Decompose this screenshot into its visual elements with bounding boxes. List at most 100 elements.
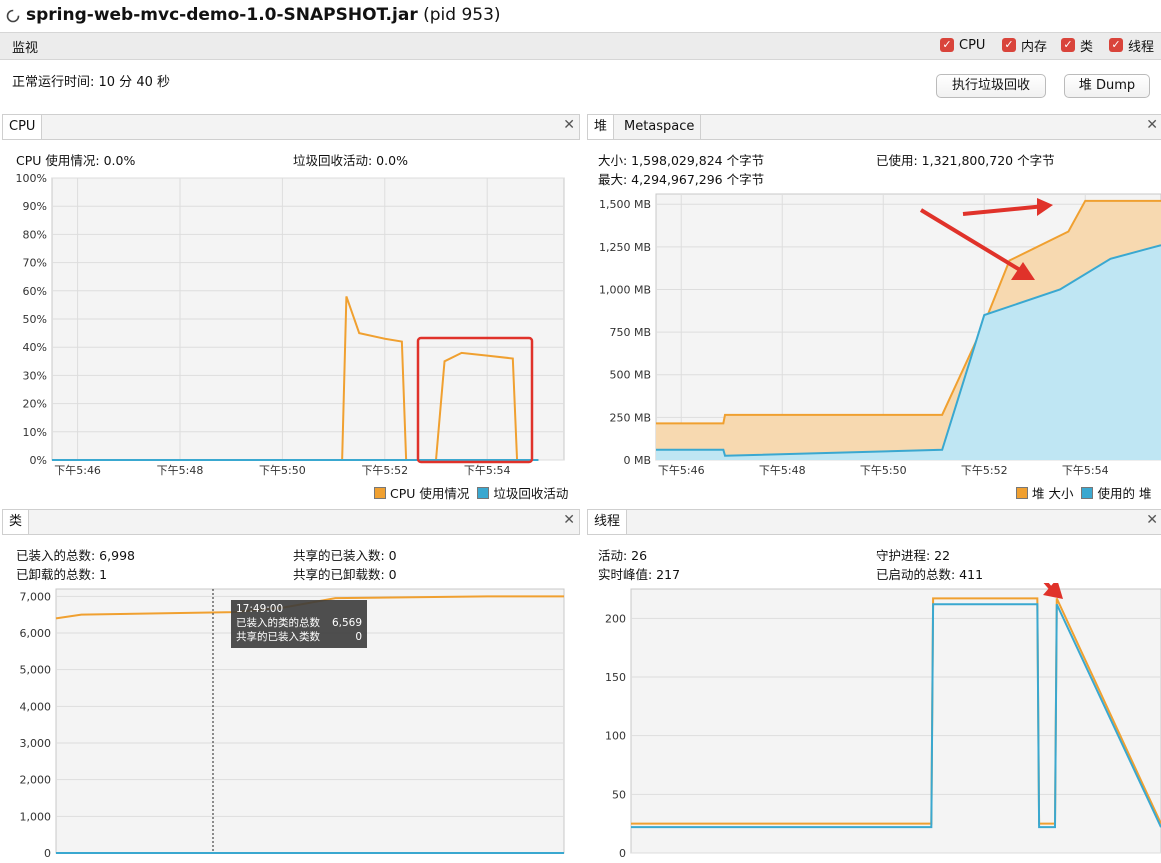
arrow-head	[1043, 583, 1063, 599]
y-tick-label: 200	[605, 612, 626, 625]
refresh-icon	[6, 9, 20, 23]
cpu-chart: 0% 10% 20% 30% 40% 50% 60% 70% 80% 90% 100% 下午5:46 下…	[16, 172, 565, 477]
red-arrow	[919, 208, 1027, 275]
loaded-total-stat: 已装入的总数: 6,998	[16, 548, 135, 563]
classes-checkbox[interactable]: ✓ 类	[1061, 37, 1093, 55]
y-tick-label: 500 MB	[609, 369, 651, 382]
gc-activity-stat: 垃圾回收活动: 0.0%	[293, 153, 408, 168]
heap-used-stat: 已使用: 1,321,800,720 个字节	[876, 153, 1055, 168]
chart-tooltip: 17:49:00 已装入的类的总数 6,569 共享的已装入类数 0	[231, 600, 367, 648]
heap-panel-header: 堆 Metaspace ✕	[587, 114, 1161, 140]
y-tick-label: 90%	[23, 200, 47, 213]
x-tick-label: 下午5:48	[157, 464, 204, 477]
y-tick-label: 7,000	[20, 590, 52, 603]
uptime-label: 正常运行时间: 10 分 40 秒	[12, 75, 170, 90]
x-tick-label: 下午5:52	[361, 464, 408, 477]
classes-panel-header: 类 ✕	[2, 509, 580, 535]
cpu-panel-header: CPU ✕	[2, 114, 580, 140]
heap-legend: 堆 大小 使用的 堆	[1008, 483, 1151, 502]
y-tick-label: 1,000 MB	[599, 283, 651, 296]
x-tick-label: 下午5:52	[961, 464, 1008, 477]
monitor-label: 监视	[12, 41, 39, 56]
cpu-checkbox[interactable]: ✓ CPU	[940, 37, 985, 53]
cpu-usage-stat: CPU 使用情况: 0.0%	[16, 153, 136, 168]
x-tick-label: 下午5:46	[54, 464, 101, 477]
series-line	[631, 603, 1161, 829]
y-tick-label: 6,000	[20, 627, 52, 640]
y-tick-label: 3,000	[20, 737, 52, 750]
y-tick-label: 5,000	[20, 664, 52, 677]
shared-unloaded-stat: 共享的已卸载数: 0	[293, 567, 397, 582]
shared-loaded-stat: 共享的已装入数: 0	[293, 548, 397, 563]
heap-max-stat: 最大: 4,294,967,296 个字节	[598, 172, 765, 187]
checkmark-icon: ✓	[1002, 38, 1016, 52]
tab-cpu[interactable]: CPU	[3, 115, 43, 139]
y-tick-label: 100%	[16, 172, 47, 185]
y-tick-label: 2,000	[20, 774, 52, 787]
tab-metaspace[interactable]: Metaspace	[618, 115, 702, 139]
y-tick-label: 0%	[30, 454, 47, 467]
tab-classes[interactable]: 类	[3, 510, 30, 534]
red-arrow	[962, 204, 1046, 216]
y-tick-label: 0 MB	[623, 454, 651, 467]
unloaded-total-stat: 已卸载的总数: 1	[16, 567, 108, 582]
peak-threads-stat: 实时峰值: 217	[598, 567, 681, 582]
close-icon[interactable]: ✕	[563, 512, 575, 528]
y-tick-label: 750 MB	[609, 326, 651, 339]
y-tick-label: 1,000	[20, 810, 52, 823]
y-tick-label: 80%	[23, 228, 47, 241]
checkmark-icon: ✓	[940, 38, 954, 52]
live-threads-stat: 活动: 26	[598, 548, 648, 563]
y-tick-label: 20%	[23, 398, 47, 411]
y-tick-label: 50%	[23, 313, 47, 326]
started-threads-stat: 已启动的总数: 411	[876, 567, 984, 582]
heap-dump-button[interactable]: 堆 Dump	[1064, 74, 1150, 98]
perform-gc-button[interactable]: 执行垃圾回收	[936, 74, 1046, 98]
arrow-head	[1011, 262, 1035, 280]
memory-checkbox[interactable]: ✓ 内存	[1002, 37, 1047, 55]
daemon-threads-stat: 守护进程: 22	[876, 548, 951, 563]
x-tick-label: 下午5:54	[1062, 464, 1109, 477]
threads-chart: 0 50 100 150 200	[605, 583, 1161, 860]
y-tick-label: 1,250 MB	[599, 241, 651, 254]
checkmark-icon: ✓	[1061, 38, 1075, 52]
x-tick-label: 下午5:50	[259, 464, 306, 477]
y-tick-label: 30%	[23, 369, 47, 382]
y-tick-label: 50	[612, 788, 626, 801]
legend-swatch	[1081, 486, 1094, 499]
x-tick-label: 下午5:48	[759, 464, 806, 477]
threads-checkbox[interactable]: ✓ 线程	[1109, 37, 1154, 55]
y-tick-label: 4,000	[20, 700, 52, 713]
window-title: spring-web-mvc-demo-1.0-SNAPSHOT.jar (pi…	[26, 5, 501, 25]
y-tick-label: 0	[44, 847, 51, 860]
x-tick-label: 下午5:50	[860, 464, 907, 477]
legend-swatch	[1016, 486, 1028, 499]
y-tick-label: 0	[619, 847, 626, 860]
series-line	[656, 244, 1161, 457]
y-tick-label: 150	[605, 671, 626, 684]
y-tick-label: 40%	[23, 341, 47, 354]
threads-panel-header: 线程 ✕	[587, 509, 1161, 535]
close-icon[interactable]: ✕	[1146, 117, 1158, 133]
x-tick-label: 下午5:46	[658, 464, 705, 477]
tab-heap[interactable]: 堆	[588, 115, 615, 139]
checkmark-icon: ✓	[1109, 38, 1123, 52]
monitor-bar	[0, 32, 1161, 60]
title-bar	[0, 0, 1161, 32]
cpu-legend: CPU 使用情况 垃圾回收活动	[366, 483, 568, 502]
arrow-head	[1037, 198, 1053, 216]
y-tick-label: 250 MB	[609, 411, 651, 424]
plot-area	[630, 588, 1161, 854]
y-tick-label: 60%	[23, 285, 47, 298]
legend-swatch	[477, 486, 490, 499]
close-icon[interactable]: ✕	[563, 117, 575, 133]
heap-chart: 0 MB 250 MB 500 MB 750 MB 1,000 MB 1,250 MB 1,…	[599, 193, 1161, 477]
y-tick-label: 100	[605, 730, 626, 743]
heap-size-stat: 大小: 1,598,029,824 个字节	[598, 153, 765, 168]
tab-threads[interactable]: 线程	[588, 510, 628, 534]
highlight-box	[416, 336, 534, 464]
y-tick-label: 70%	[23, 257, 47, 270]
y-tick-label: 1,500 MB	[599, 198, 651, 211]
close-icon[interactable]: ✕	[1146, 512, 1158, 528]
x-tick-label: 下午5:54	[464, 464, 511, 477]
